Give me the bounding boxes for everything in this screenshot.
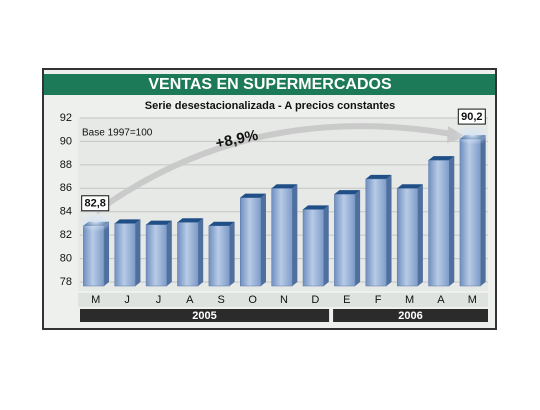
x-tick-label: O (248, 294, 257, 306)
x-tick-label: J (124, 294, 130, 306)
x-tick-label: M (91, 294, 100, 306)
bar-side (386, 174, 392, 286)
bar-top (240, 193, 266, 198)
trend-arrow (94, 123, 453, 215)
bar (428, 159, 450, 287)
bar-side (104, 221, 110, 286)
bar-top (177, 218, 204, 223)
bar-top (208, 221, 235, 226)
bar (177, 222, 199, 287)
bar (83, 225, 105, 287)
bar-side (260, 193, 266, 286)
year-label: 2005 (192, 310, 216, 322)
y-tick-label: 84 (60, 206, 72, 218)
annotation: Base 1997=100 (82, 128, 153, 139)
category-band (78, 293, 488, 307)
bar-side (417, 184, 423, 286)
y-tick-label: 86 (60, 182, 72, 194)
x-tick-label: J (156, 294, 162, 306)
bar-top (114, 219, 141, 224)
bar-side (292, 184, 298, 286)
y-tick-label: 80 (60, 252, 72, 264)
bar (240, 197, 262, 287)
year-label: 2006 (398, 310, 422, 322)
bar (302, 209, 324, 287)
x-tick-label: M (405, 294, 414, 306)
y-tick-label: 82 (60, 229, 72, 241)
value-label-box (457, 108, 486, 125)
x-tick-label: M (468, 294, 477, 306)
bars: 82,8 90,2 (77, 108, 491, 287)
x-tick-label: A (186, 294, 194, 306)
y-tick-label: 78 (60, 276, 72, 288)
bar-top (334, 190, 361, 195)
chart-subtitle: Serie desestacionalizada - A precios con… (145, 100, 395, 112)
x-tick-label: A (437, 294, 445, 306)
bar (114, 223, 136, 287)
y-tick-label: 90 (60, 135, 72, 147)
year-bar (80, 309, 330, 322)
year-bar (333, 309, 488, 322)
x-tick-label: N (280, 294, 288, 306)
y-tick-label: 88 (60, 159, 72, 171)
title-bar (44, 74, 495, 95)
bar (271, 188, 293, 287)
value-label-box (81, 195, 110, 212)
y-tick-label: 92 (60, 112, 72, 124)
bar-top (397, 184, 423, 189)
bar-top (428, 156, 455, 161)
bar-side (198, 218, 204, 286)
bar-side (449, 156, 455, 286)
bar (365, 178, 387, 287)
x-tick-label: D (311, 294, 319, 306)
bar-side (323, 205, 329, 286)
bar-side (480, 135, 486, 286)
bar (396, 188, 419, 287)
bar (459, 138, 481, 287)
x-tick-label: F (375, 294, 382, 306)
chart-title: VENTAS EN SUPERMERCADOS (148, 76, 392, 93)
x-tick-label: E (343, 294, 350, 306)
label-glow (454, 125, 491, 146)
value-label: 90,2 (461, 111, 482, 123)
bar (208, 225, 230, 287)
bar-side (166, 220, 172, 286)
label-glow (77, 211, 114, 232)
bar (334, 193, 356, 287)
bar-top (146, 220, 172, 225)
bar-side (135, 219, 141, 286)
value-label: 82,8 (84, 198, 105, 210)
bar-top (303, 205, 329, 210)
x-tick-label: S (218, 294, 225, 306)
bar (145, 224, 168, 287)
bar-side (229, 221, 235, 286)
bar-side (355, 190, 361, 286)
bar-top (365, 174, 392, 179)
bar-top (271, 184, 298, 189)
